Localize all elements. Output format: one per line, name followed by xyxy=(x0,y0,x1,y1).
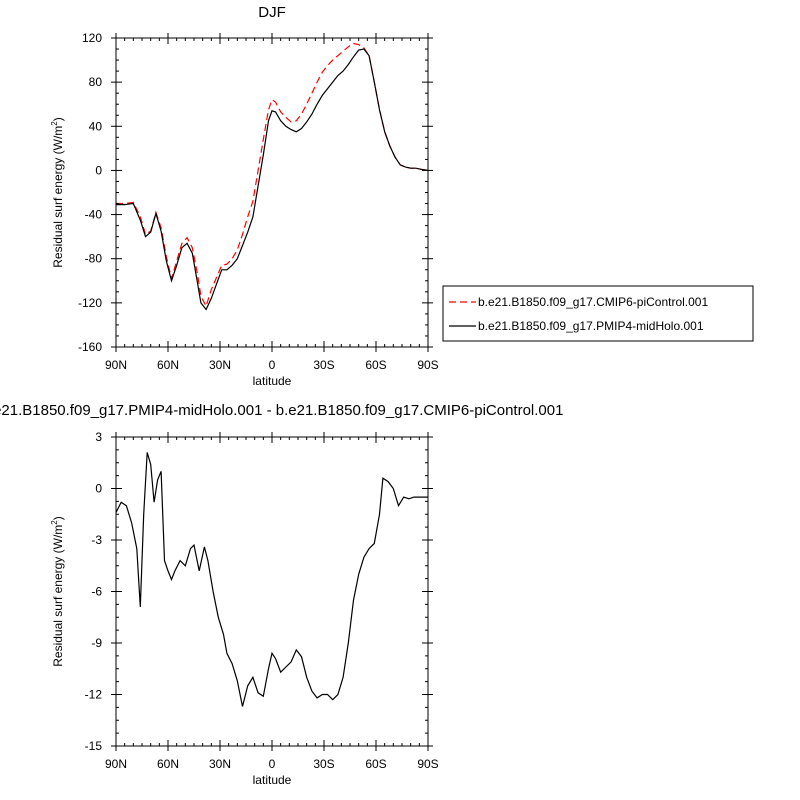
y-tick-label: 40 xyxy=(89,119,103,133)
chart-panel-1: DJF 90N 60N 30N 0 30S 60S 90S -160 -120 -80 -40 0 40 8… xyxy=(50,4,754,388)
x-tick-label: 60S xyxy=(365,358,386,372)
x-axis-label: latitude xyxy=(253,773,292,787)
y-tick-label: -160 xyxy=(78,340,102,354)
y-tick-label: -3 xyxy=(91,533,102,547)
x-tick-label: 90S xyxy=(417,358,438,372)
x-tick-label: 90N xyxy=(105,757,127,771)
x-axis-label: latitude xyxy=(253,374,292,388)
series-line-1 xyxy=(116,42,428,308)
series-line-1 xyxy=(116,452,428,707)
plot-frame xyxy=(115,436,429,747)
x-tick-label: 90N xyxy=(105,358,127,372)
y-tick-label: 0 xyxy=(95,163,102,177)
y-tick-label: 3 xyxy=(95,430,102,444)
y-tick-label: 80 xyxy=(89,75,103,89)
x-tick-label: 30S xyxy=(313,757,334,771)
x-tick-label: 90S xyxy=(417,757,438,771)
x-tick-label: 60S xyxy=(365,757,386,771)
x-tick-label: 60N xyxy=(157,757,179,771)
legend-label-1: b.e21.B1850.f09_g17.CMIP6-piControl.001 xyxy=(478,295,708,309)
chart-panel-2: b.e21.B1850.f09_g17.PMIP4-midHolo.001 - … xyxy=(0,402,563,787)
x-tick-label: 30S xyxy=(313,358,334,372)
y-tick-label: 0 xyxy=(95,482,102,496)
x-tick-label: 30N xyxy=(209,358,231,372)
y-tick-label: -80 xyxy=(85,252,103,266)
plot-frame xyxy=(115,37,429,348)
y-axis-label: Residual surf energy (W/m2) xyxy=(50,516,65,667)
y-tick-label: -40 xyxy=(85,208,103,222)
chart-title: DJF xyxy=(258,4,286,21)
y-tick-label: 120 xyxy=(82,31,102,45)
x-tick-label: 60N xyxy=(157,358,179,372)
series-line-2 xyxy=(116,48,428,311)
legend: b.e21.B1850.f09_g17.CMIP6-piControl.001b… xyxy=(442,285,754,342)
y-tick-label: -120 xyxy=(78,296,102,310)
y-tick-label: -15 xyxy=(85,739,103,753)
y-tick-label: -9 xyxy=(91,636,102,650)
x-tick-label: 30N xyxy=(209,757,231,771)
legend-box xyxy=(442,285,754,342)
x-tick-label: 0 xyxy=(269,757,276,771)
chart-title: b.e21.B1850.f09_g17.PMIP4-midHolo.001 - … xyxy=(0,402,563,419)
y-tick-label: -12 xyxy=(85,688,103,702)
x-tick-label: 0 xyxy=(269,358,276,372)
y-tick-label: -6 xyxy=(91,585,102,599)
y-axis-label: Residual surf energy (W/m2) xyxy=(50,117,65,268)
legend-label-2: b.e21.B1850.f09_g17.PMIP4-midHolo.001 xyxy=(478,319,704,333)
